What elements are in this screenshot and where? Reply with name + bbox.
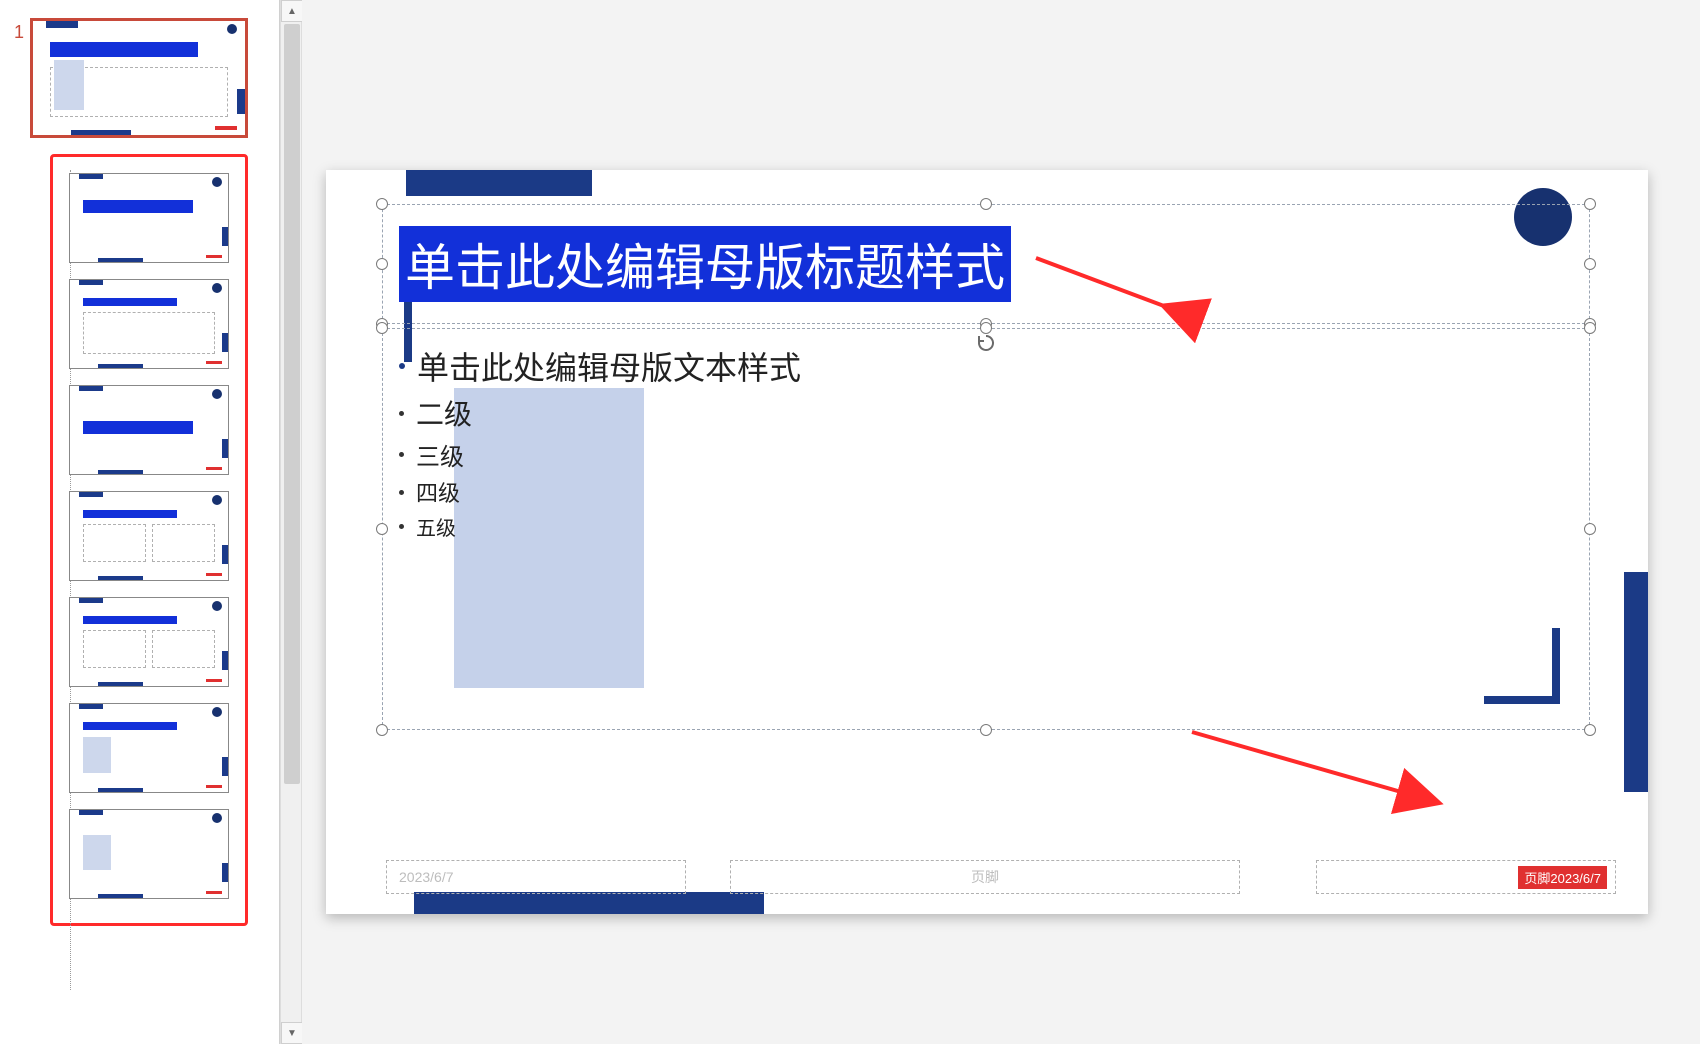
body-level-5[interactable]: 五级 xyxy=(416,512,456,541)
layout-thumbnail-2[interactable] xyxy=(69,279,229,369)
decor-top-bar xyxy=(406,170,592,196)
body-level-2[interactable]: 二级 xyxy=(416,393,472,433)
layout-thumbnail-4[interactable] xyxy=(69,491,229,581)
body-level-4[interactable]: 四级 xyxy=(416,476,460,508)
sidebar-scrollbar[interactable]: ▲ ▼ xyxy=(280,0,302,1044)
body-placeholder[interactable]: 单击此处编辑母版文本样式 二级 三级 四级 五级 xyxy=(382,328,1590,730)
layout-thumbnail-6[interactable] xyxy=(69,703,229,793)
decor-right-bar xyxy=(1624,572,1648,792)
title-placeholder[interactable]: 单击此处编辑母版标题样式 xyxy=(382,204,1590,324)
selection-handle[interactable] xyxy=(980,322,992,334)
selection-handle[interactable] xyxy=(1584,523,1596,535)
title-placeholder-text[interactable]: 单击此处编辑母版标题样式 xyxy=(399,226,1011,302)
selection-handle[interactable] xyxy=(1584,258,1596,270)
footer-date-placeholder[interactable]: 2023/6/7 xyxy=(386,860,686,894)
slide-master-panel: 1 xyxy=(0,0,280,1044)
selection-handle[interactable] xyxy=(1584,322,1596,334)
decor-bottom-bar xyxy=(414,892,764,914)
footer-center-placeholder[interactable]: 页脚 xyxy=(730,860,1240,894)
selection-handle[interactable] xyxy=(376,322,388,334)
layout-thumbnail-5[interactable] xyxy=(69,597,229,687)
body-level-3[interactable]: 三级 xyxy=(416,437,464,472)
footer-badge: 页脚2023/6/7 xyxy=(1518,866,1607,889)
selection-handle[interactable] xyxy=(376,198,388,210)
selection-handle[interactable] xyxy=(1584,198,1596,210)
body-level-1[interactable]: 单击此处编辑母版文本样式 xyxy=(417,343,801,389)
selection-handle[interactable] xyxy=(980,724,992,736)
layout-thumbnail-7[interactable] xyxy=(69,809,229,899)
scroll-down-button[interactable]: ▼ xyxy=(281,1022,303,1044)
layout-thumbnail-1[interactable] xyxy=(69,173,229,263)
footer-number-placeholder[interactable]: 页脚2023/6/7 xyxy=(1316,860,1616,894)
slide-editor: 单击此处编辑母版标题样式 单击此处编辑母版文本样式 二级 三级 四级 五级 xyxy=(302,0,1700,1044)
annotation-arrow-bottom xyxy=(1186,726,1446,810)
scrollbar-thumb[interactable] xyxy=(284,24,300,784)
footer-date-text: 2023/6/7 xyxy=(399,869,454,885)
selection-handle[interactable] xyxy=(1584,724,1596,736)
selection-handle[interactable] xyxy=(376,724,388,736)
layout-thumbnail-3[interactable] xyxy=(69,385,229,475)
master-index: 1 xyxy=(0,18,30,43)
master-slide-row: 1 xyxy=(0,18,279,138)
footer-center-text: 页脚 xyxy=(971,867,999,887)
selection-handle[interactable] xyxy=(376,523,388,535)
scroll-up-button[interactable]: ▲ xyxy=(281,0,303,22)
selection-handle[interactable] xyxy=(980,198,992,210)
master-slide-canvas[interactable]: 单击此处编辑母版标题样式 单击此处编辑母版文本样式 二级 三级 四级 五级 xyxy=(326,170,1648,914)
master-thumbnail[interactable] xyxy=(30,18,248,138)
layout-thumbnails-group xyxy=(50,154,248,926)
selection-handle[interactable] xyxy=(376,258,388,270)
